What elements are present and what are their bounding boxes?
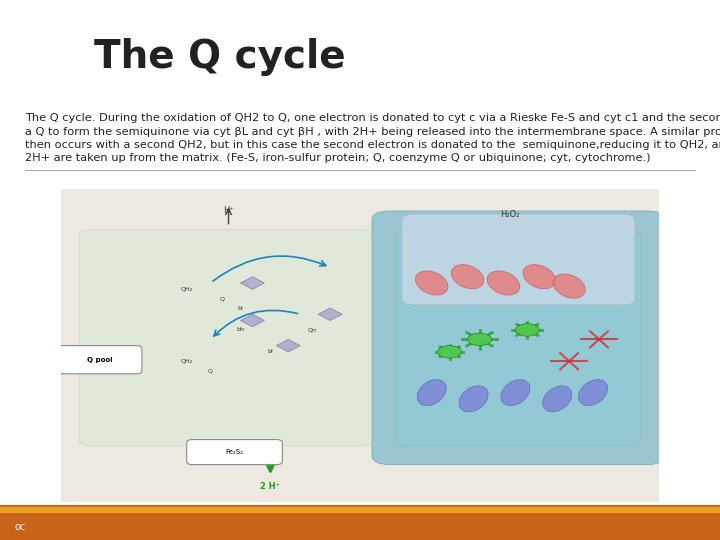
Polygon shape xyxy=(318,308,342,321)
Text: QH₂: QH₂ xyxy=(181,359,193,364)
Text: bl: bl xyxy=(268,349,273,354)
FancyBboxPatch shape xyxy=(372,211,665,464)
Text: Fe₂S₂: Fe₂S₂ xyxy=(225,449,243,455)
Text: QH₂: QH₂ xyxy=(181,287,193,292)
Text: Q: Q xyxy=(220,296,225,301)
Ellipse shape xyxy=(415,271,448,295)
Text: oc: oc xyxy=(14,522,26,532)
Text: Qn: Qn xyxy=(307,327,317,333)
FancyBboxPatch shape xyxy=(58,346,142,374)
FancyBboxPatch shape xyxy=(61,189,659,502)
Circle shape xyxy=(516,323,539,336)
Polygon shape xyxy=(240,276,264,289)
Ellipse shape xyxy=(578,380,608,406)
Text: H₂O₂: H₂O₂ xyxy=(500,210,519,219)
Text: H⁺: H⁺ xyxy=(223,206,234,215)
Text: 2 H⁺: 2 H⁺ xyxy=(261,482,280,491)
FancyBboxPatch shape xyxy=(0,507,720,513)
Ellipse shape xyxy=(417,380,446,406)
FancyBboxPatch shape xyxy=(79,230,372,446)
Polygon shape xyxy=(240,314,264,327)
FancyBboxPatch shape xyxy=(186,440,282,464)
Text: bh: bh xyxy=(236,327,245,333)
Ellipse shape xyxy=(459,386,488,412)
FancyBboxPatch shape xyxy=(402,214,635,305)
Ellipse shape xyxy=(553,274,585,298)
Ellipse shape xyxy=(501,380,530,406)
Ellipse shape xyxy=(523,265,556,289)
Text: Q: Q xyxy=(208,368,213,373)
Circle shape xyxy=(438,346,462,358)
FancyBboxPatch shape xyxy=(396,230,641,446)
Circle shape xyxy=(467,333,492,346)
Ellipse shape xyxy=(451,265,484,289)
Text: The Q cycle: The Q cycle xyxy=(94,38,345,76)
Text: The Q cycle. During the oxidation of QH2 to Q, one electron is donated to cyt c : The Q cycle. During the oxidation of QH2… xyxy=(25,113,720,163)
FancyBboxPatch shape xyxy=(61,189,659,502)
Polygon shape xyxy=(276,339,300,352)
Ellipse shape xyxy=(543,386,572,412)
Text: Q pool: Q pool xyxy=(87,357,113,363)
Ellipse shape xyxy=(487,271,520,295)
Text: bl: bl xyxy=(238,306,243,310)
FancyBboxPatch shape xyxy=(0,505,720,540)
